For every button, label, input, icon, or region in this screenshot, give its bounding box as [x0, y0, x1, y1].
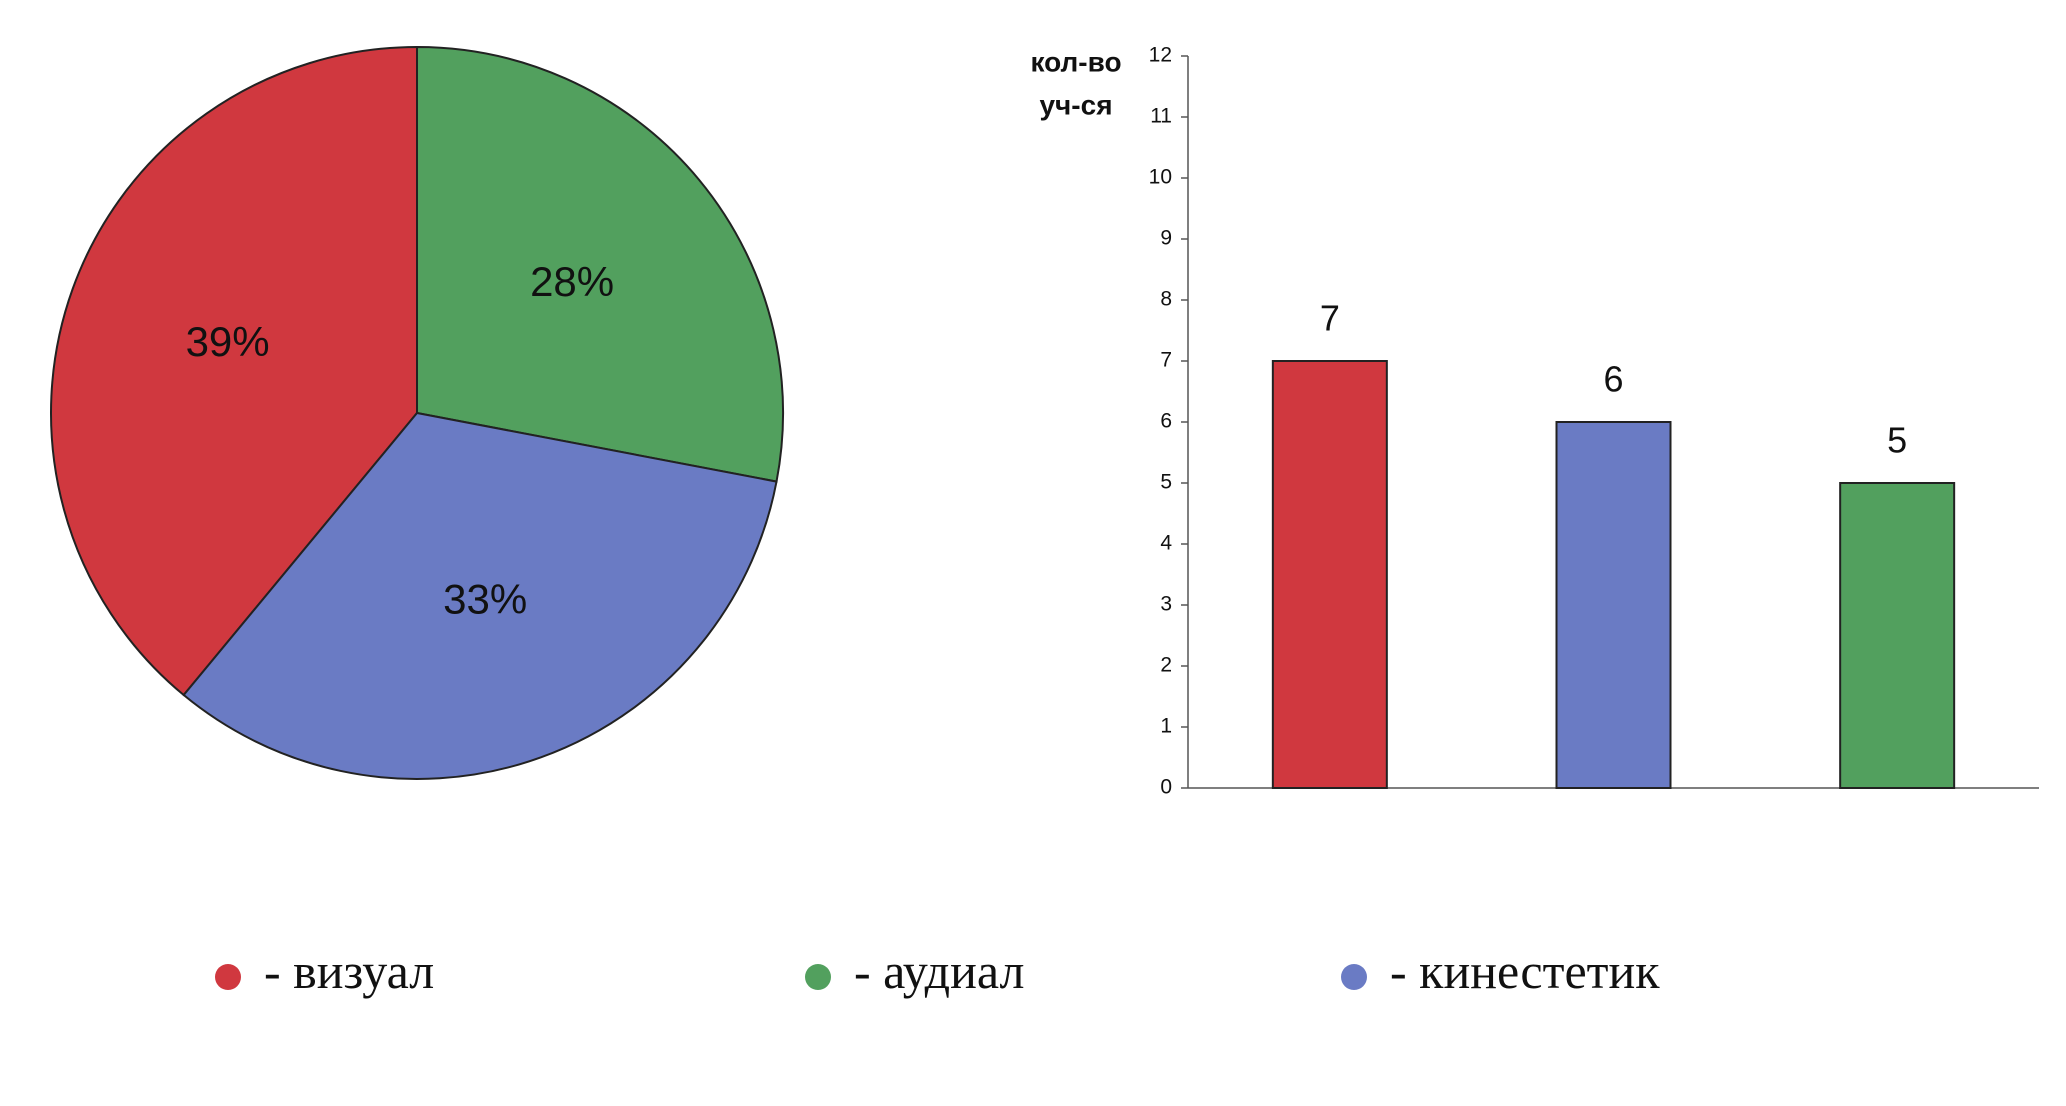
y-tick-label: 10 — [1149, 166, 1172, 189]
legend-label: - аудиал — [854, 943, 1024, 999]
y-tick-label: 12 — [1149, 44, 1172, 67]
slice-label: 39% — [186, 318, 270, 365]
value-label: 5 — [1887, 420, 1907, 461]
y-tick-label: 0 — [1160, 776, 1172, 799]
bar — [1555, 421, 1672, 789]
y-axis-label: кол-во — [1030, 46, 1121, 77]
y-axis-label: уч-ся — [1039, 89, 1112, 120]
legend-text: кинестетик — [1419, 943, 1660, 999]
legend-marker — [805, 964, 831, 990]
value-label: 6 — [1603, 359, 1623, 400]
bar — [1271, 360, 1388, 789]
y-tick-label: 7 — [1160, 349, 1172, 372]
pie-slice — [416, 45, 784, 483]
pie-slice — [50, 45, 418, 697]
value-label: 7 — [1320, 298, 1340, 339]
y-tick-label: 11 — [1150, 105, 1172, 128]
y-tick-label: 9 — [1160, 227, 1172, 250]
legend-marker — [215, 964, 241, 990]
y-tick-label: 8 — [1160, 288, 1172, 311]
legend-marker — [1341, 964, 1367, 990]
y-tick-label: 3 — [1160, 593, 1172, 616]
slice-label: 28% — [530, 258, 614, 305]
slice-label: 33% — [443, 575, 527, 622]
y-tick-label: 4 — [1160, 532, 1172, 555]
legend-label: - кинестетик — [1390, 943, 1660, 999]
pie-slice — [182, 411, 778, 780]
y-tick-label: 5 — [1160, 471, 1172, 494]
legend-text: аудиал — [883, 943, 1024, 999]
y-tick-label: 2 — [1160, 654, 1172, 677]
bar — [1839, 482, 1956, 789]
y-tick-label: 6 — [1160, 410, 1172, 433]
y-tick-label: 1 — [1160, 715, 1172, 738]
legend-label: - визуал — [264, 943, 434, 999]
legend-text: визуал — [293, 943, 434, 999]
